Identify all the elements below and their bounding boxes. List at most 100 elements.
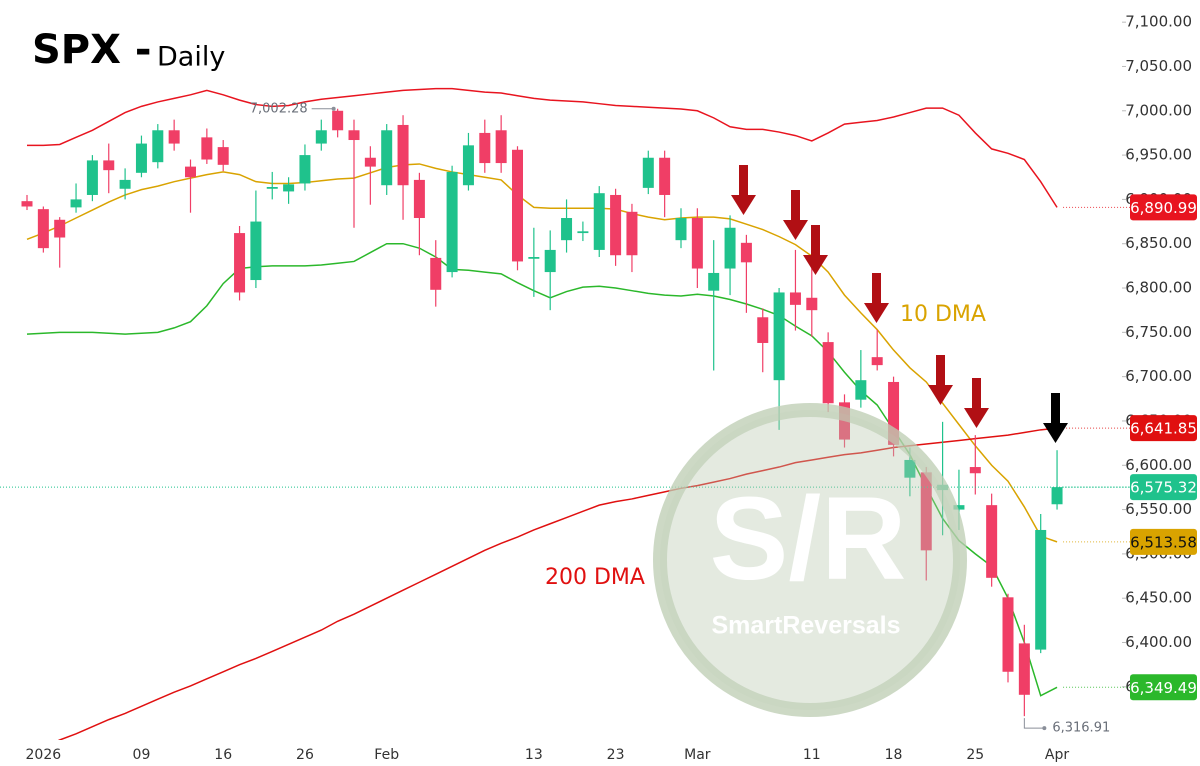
y-tick-label: 6,550.00 bbox=[1125, 500, 1192, 518]
candle-body bbox=[103, 160, 115, 171]
y-tick-label: 6,850.00 bbox=[1125, 234, 1192, 252]
candle-body bbox=[495, 130, 507, 164]
overlay: S/R SmartReversals SPX - Daily bbox=[32, 27, 1068, 717]
value-box bbox=[1130, 415, 1197, 442]
candle-body bbox=[773, 292, 785, 381]
candle-body bbox=[54, 219, 66, 238]
arrow bbox=[731, 165, 756, 215]
x-tick-label: 16 bbox=[214, 747, 232, 763]
candle-body bbox=[299, 155, 311, 184]
plot-area bbox=[21, 87, 1063, 740]
annotation-leader bbox=[1023, 718, 1045, 729]
candle-body bbox=[234, 233, 246, 293]
candle-body bbox=[135, 143, 147, 173]
candle-body bbox=[381, 130, 393, 186]
candle-body bbox=[642, 157, 654, 188]
candle-body bbox=[168, 130, 180, 144]
candle-body bbox=[806, 297, 818, 311]
arrows bbox=[731, 165, 1068, 443]
value-box bbox=[1130, 474, 1197, 501]
value-box-label: 6,349.49 bbox=[1130, 679, 1197, 697]
y-tick-label: 6,400.00 bbox=[1125, 633, 1192, 651]
annotation-label: 7,002.28 bbox=[250, 101, 308, 116]
series-label: 10 DMA bbox=[900, 302, 986, 327]
chart-title: SPX - bbox=[32, 27, 152, 73]
candle-body bbox=[332, 110, 344, 131]
candle-body bbox=[512, 149, 523, 262]
watermark-ring bbox=[653, 403, 967, 717]
candle-body bbox=[250, 221, 262, 281]
value-box bbox=[1130, 194, 1197, 221]
candle-body bbox=[904, 459, 916, 478]
y-tick-label: 6,800.00 bbox=[1125, 279, 1192, 297]
candle-body bbox=[888, 381, 900, 445]
candle-body bbox=[822, 342, 834, 404]
arrow bbox=[783, 190, 808, 240]
ma-line bbox=[26, 163, 1058, 543]
candle-body bbox=[740, 242, 752, 263]
ma-line bbox=[57, 427, 1058, 740]
annotation-dot bbox=[1042, 726, 1047, 731]
ma-line bbox=[27, 87, 1058, 208]
candle-body bbox=[708, 272, 720, 291]
x-tick-label: 13 bbox=[525, 747, 543, 763]
candle-body bbox=[266, 186, 278, 189]
candle-body bbox=[201, 137, 213, 160]
y-tick-label: 7,000.00 bbox=[1125, 101, 1192, 119]
value-box-label: 6,513.58 bbox=[1130, 533, 1197, 551]
candle-body bbox=[315, 130, 327, 144]
value-box-label: 6,641.85 bbox=[1130, 420, 1197, 438]
y-tick-label: 6,700.00 bbox=[1125, 367, 1192, 385]
candle-body bbox=[610, 194, 622, 256]
candle-body bbox=[691, 218, 703, 269]
candle-body bbox=[855, 380, 867, 400]
arrow bbox=[864, 273, 889, 323]
candle-body bbox=[561, 218, 573, 241]
y-tick-label: 6,450.00 bbox=[1125, 589, 1192, 607]
candle-body bbox=[70, 199, 82, 208]
candle-body bbox=[659, 157, 671, 195]
candle-body bbox=[37, 209, 49, 249]
y-tick-label: 7,100.00 bbox=[1125, 13, 1192, 31]
annotation-dot bbox=[331, 106, 336, 111]
candle-body bbox=[920, 472, 932, 551]
candle-body bbox=[724, 227, 736, 269]
candle-body bbox=[626, 211, 638, 256]
chart-subtitle: Daily bbox=[157, 42, 225, 73]
candle-body bbox=[21, 201, 33, 207]
candle-body bbox=[593, 193, 605, 250]
candle-body bbox=[348, 130, 360, 141]
candle-body bbox=[462, 145, 474, 186]
x-tick-label: 23 bbox=[607, 747, 625, 763]
value-box-label: 6,575.32 bbox=[1130, 479, 1197, 497]
candle-body bbox=[152, 130, 164, 163]
candle-body bbox=[1018, 643, 1030, 695]
candle-body bbox=[119, 179, 131, 189]
x-tick-label: 11 bbox=[803, 747, 821, 763]
candle-body bbox=[413, 179, 425, 219]
series-label: 200 DMA bbox=[545, 565, 645, 590]
candle-body bbox=[430, 257, 442, 290]
candle-body bbox=[986, 505, 998, 578]
candle-body bbox=[757, 317, 769, 343]
annotation-label: 6,316.91 bbox=[1052, 721, 1110, 736]
x-tick-label: 09 bbox=[133, 747, 151, 763]
x-tick-label: 18 bbox=[885, 747, 903, 763]
candle-body bbox=[953, 505, 965, 510]
candle-body bbox=[675, 218, 687, 241]
value-box bbox=[1130, 674, 1197, 701]
ma-line bbox=[26, 242, 1058, 697]
watermark-text: SmartReversals bbox=[711, 612, 900, 640]
candle-body bbox=[544, 249, 556, 273]
watermark-mark: S/R bbox=[710, 473, 907, 605]
candle-body bbox=[446, 171, 458, 273]
arrow bbox=[964, 378, 989, 428]
candle-body bbox=[185, 166, 196, 178]
candle-body bbox=[1035, 529, 1047, 650]
candle-body bbox=[528, 257, 540, 259]
x-tick-label: 26 bbox=[296, 747, 314, 763]
arrow bbox=[803, 225, 828, 275]
candle-body bbox=[871, 357, 883, 366]
candle-body bbox=[479, 132, 491, 164]
